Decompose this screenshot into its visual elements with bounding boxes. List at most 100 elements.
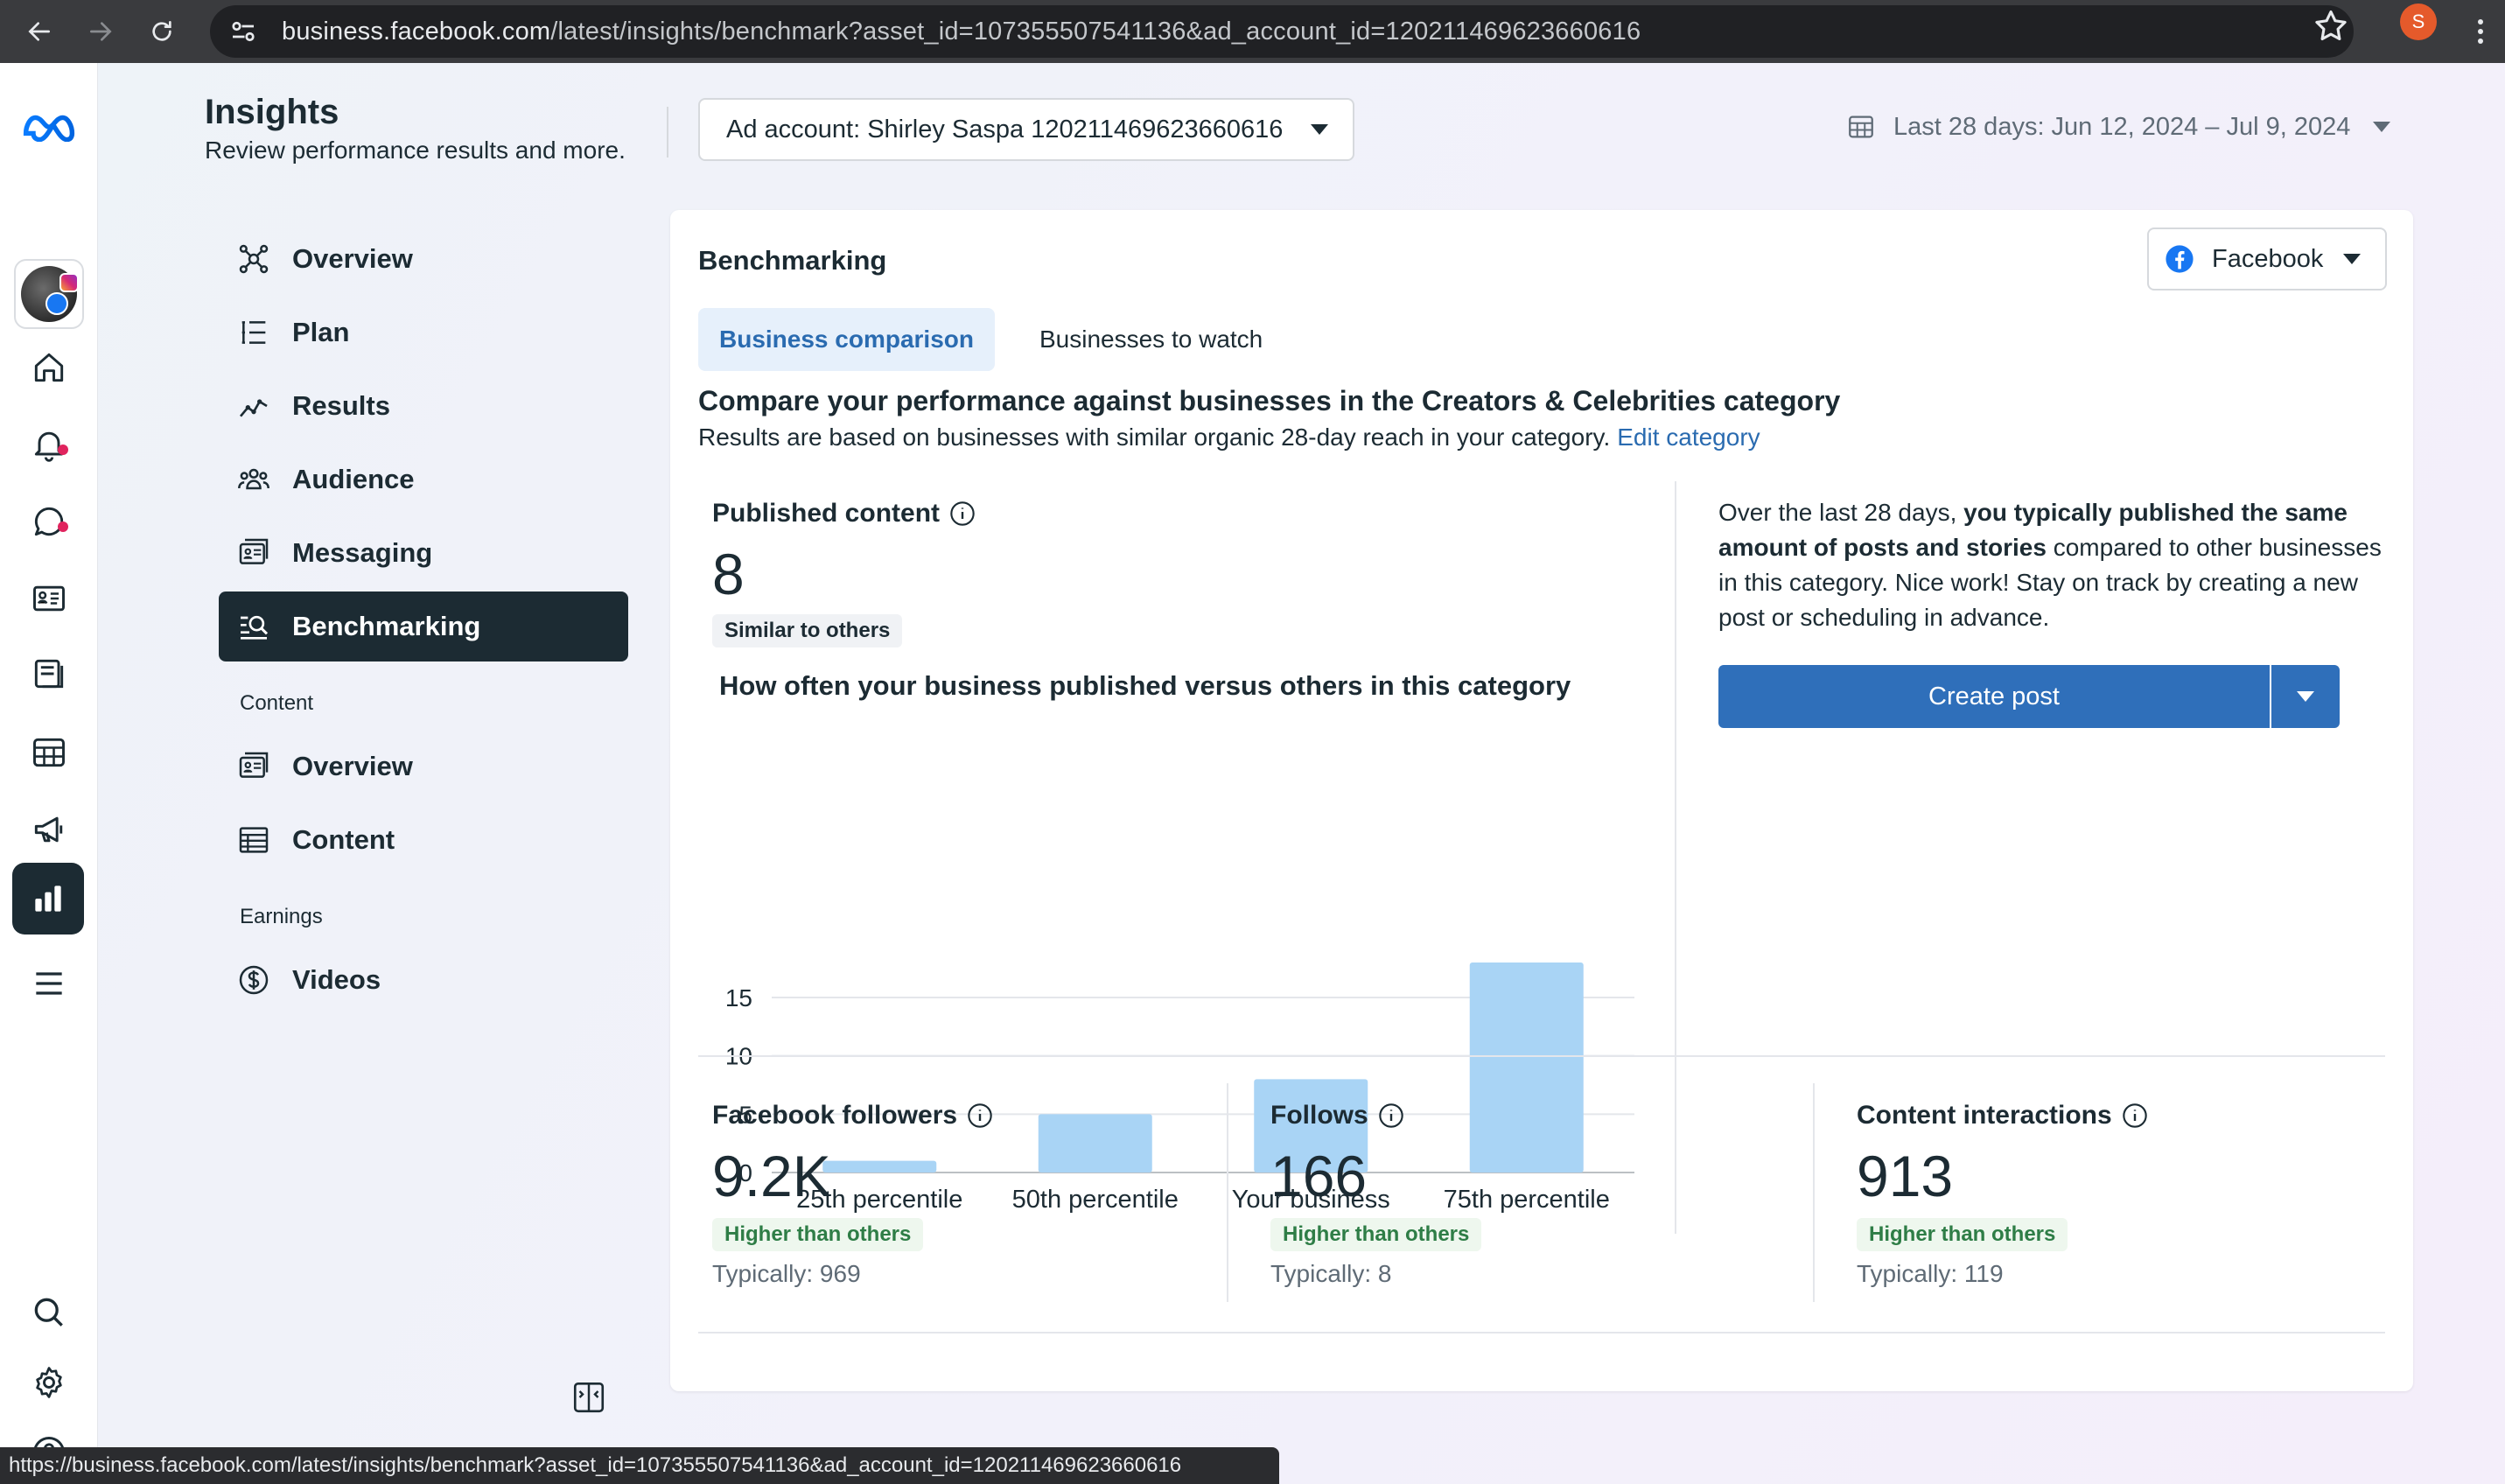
sidebar-item-label: Overview bbox=[292, 243, 413, 274]
sidebar-item-messaging[interactable]: Messaging bbox=[219, 518, 628, 588]
typical-value: Typically: 969 bbox=[712, 1260, 861, 1287]
status-badge: Higher than others bbox=[712, 1218, 924, 1251]
section-divider bbox=[1675, 481, 1676, 1234]
status-badge: Higher than others bbox=[1857, 1218, 2068, 1251]
page-subtitle: Review performance results and more. bbox=[205, 136, 626, 164]
follows-label: Follows bbox=[1270, 1101, 1405, 1130]
bar bbox=[1469, 962, 1584, 1172]
y-tick-label: 0 bbox=[738, 1159, 752, 1186]
x-tick-label: 75th percentile bbox=[1444, 1186, 1610, 1214]
results-icon bbox=[239, 399, 268, 417]
benchmarking-card: Benchmarking Facebook Business compariso… bbox=[670, 210, 2413, 1391]
ads-manager-icon[interactable] bbox=[24, 728, 73, 777]
chevron-down-icon bbox=[2297, 691, 2314, 702]
chevron-down-icon bbox=[1311, 124, 1328, 135]
info-icon[interactable] bbox=[2121, 1102, 2149, 1130]
reload-icon[interactable] bbox=[140, 10, 184, 53]
status-badge: Similar to others bbox=[712, 614, 903, 648]
date-range-picker[interactable]: Last 28 days: Jun 12, 2024 – Jul 9, 2024 bbox=[1846, 112, 2391, 142]
notifications-icon[interactable] bbox=[24, 420, 73, 469]
collapse-sidebar-icon[interactable] bbox=[570, 1379, 607, 1416]
tab-businesses-to-watch[interactable]: Businesses to watch bbox=[1039, 326, 1263, 353]
create-post-button[interactable]: Create post bbox=[1718, 665, 2270, 728]
tab-business-comparison[interactable]: Business comparison bbox=[698, 308, 995, 371]
inbox-icon[interactable] bbox=[24, 497, 73, 546]
sidebar-item-audience[interactable]: Audience bbox=[219, 444, 628, 514]
bookmark-star-icon[interactable] bbox=[2312, 7, 2350, 46]
sidebar-item-label: Content bbox=[292, 824, 395, 855]
page-avatar[interactable] bbox=[14, 259, 84, 329]
meta-logo-icon[interactable] bbox=[16, 102, 82, 150]
platform-dropdown[interactable]: Facebook bbox=[2147, 228, 2387, 290]
content-icon[interactable] bbox=[24, 574, 73, 623]
profile-avatar[interactable]: S bbox=[2400, 4, 2437, 40]
calendar-icon bbox=[1849, 116, 1873, 138]
back-icon[interactable] bbox=[17, 10, 61, 53]
sidebar-item-label: Benchmarking bbox=[292, 611, 481, 641]
sidebar-item-overview[interactable]: Overview bbox=[219, 224, 628, 294]
x-tick-label: 50th percentile bbox=[1012, 1186, 1179, 1214]
facebook-followers-label: Facebook followers bbox=[712, 1101, 994, 1130]
typical-value: Typically: 119 bbox=[1857, 1260, 2004, 1287]
content-interactions-label: Content interactions bbox=[1857, 1101, 2149, 1130]
overview-icon bbox=[239, 244, 269, 274]
benchmarking-icon bbox=[241, 615, 269, 640]
edit-category-link[interactable]: Edit category bbox=[1617, 424, 1760, 451]
create-post-options-button[interactable] bbox=[2271, 665, 2340, 728]
sidebar-item-label: Plan bbox=[292, 317, 350, 347]
home-icon[interactable] bbox=[24, 343, 73, 392]
ad-account-dropdown[interactable]: Ad account: Shirley Saspa 12021146962366… bbox=[698, 98, 1354, 161]
ads-megaphone-icon[interactable] bbox=[24, 805, 73, 854]
facebook-logo-icon bbox=[2166, 245, 2194, 273]
link-status-bar: https://business.facebook.com/latest/ins… bbox=[0, 1447, 1279, 1484]
bar bbox=[1038, 1114, 1152, 1172]
content-table-icon bbox=[239, 827, 269, 853]
sidebar-item-label: Overview bbox=[292, 751, 413, 781]
search-icon[interactable] bbox=[24, 1288, 73, 1337]
planner-icon[interactable] bbox=[24, 649, 73, 698]
plan-icon bbox=[241, 321, 266, 344]
follows-value: 166 bbox=[1270, 1144, 1368, 1208]
header-divider bbox=[667, 107, 668, 158]
settings-gear-icon[interactable] bbox=[24, 1358, 73, 1407]
comparison-heading: Compare your performance against busines… bbox=[698, 385, 1841, 416]
audience-icon bbox=[238, 468, 269, 490]
bar bbox=[1254, 1079, 1368, 1172]
facebook-mini-icon bbox=[45, 292, 68, 315]
all-tools-icon[interactable] bbox=[24, 959, 73, 1008]
insights-icon[interactable] bbox=[12, 863, 84, 934]
chevron-down-icon bbox=[2373, 122, 2391, 132]
metrics-bottom-divider bbox=[698, 1332, 2385, 1334]
instagram-mini-icon bbox=[59, 273, 79, 292]
sidebar-section-earnings: Earnings bbox=[240, 905, 323, 928]
insight-text: Over the last 28 days, you typically pub… bbox=[1718, 499, 2382, 631]
info-icon[interactable] bbox=[1377, 1102, 1405, 1130]
metric-divider bbox=[1227, 1083, 1228, 1302]
notification-dot bbox=[58, 444, 68, 455]
sidebar-item-benchmarking[interactable]: Benchmarking bbox=[219, 592, 628, 662]
x-tick-label: Your business bbox=[1232, 1186, 1390, 1214]
facebook-followers-value: 9.2K bbox=[712, 1144, 831, 1208]
address-bar[interactable]: business.facebook.com/latest/insights/be… bbox=[210, 5, 2354, 58]
messaging-icon bbox=[239, 538, 269, 564]
y-tick-label: 15 bbox=[725, 984, 752, 1012]
forward-icon[interactable] bbox=[79, 10, 122, 53]
published-content-value: 8 bbox=[712, 542, 745, 606]
sidebar-item-content-overview[interactable]: Overview bbox=[219, 732, 628, 802]
site-settings-icon[interactable] bbox=[227, 16, 259, 47]
chart-title: How often your business published versus… bbox=[719, 670, 1571, 701]
sidebar-section-content: Content bbox=[240, 691, 314, 715]
sidebar-item-content[interactable]: Content bbox=[219, 805, 628, 875]
info-icon[interactable] bbox=[966, 1102, 994, 1130]
x-tick-label: 25th percentile bbox=[796, 1186, 962, 1214]
bar bbox=[822, 1160, 937, 1172]
browser-menu-icon[interactable] bbox=[2467, 7, 2494, 56]
sidebar-item-plan[interactable]: Plan bbox=[219, 298, 628, 368]
content-overview-icon bbox=[239, 752, 269, 778]
global-nav-rail bbox=[0, 63, 98, 1484]
sidebar-item-results[interactable]: Results bbox=[219, 371, 628, 441]
info-icon[interactable] bbox=[948, 500, 976, 528]
platform-label: Facebook bbox=[2212, 244, 2324, 273]
sidebar-item-videos[interactable]: Videos bbox=[219, 945, 628, 1015]
